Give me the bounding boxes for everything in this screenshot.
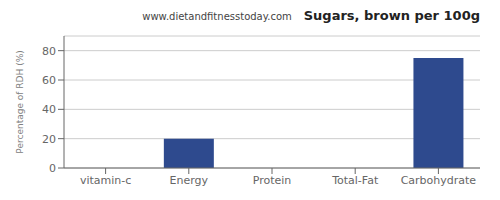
- html-text:Sugars, brown per 100g: Sugars, brown per 100g: [303, 8, 480, 23]
- svg-text:Energy: Energy: [170, 174, 209, 187]
- svg-text:Total-Fat: Total-Fat: [331, 174, 379, 187]
- html-text:www.dietandfitnesstoday.com: www.dietandfitnesstoday.com: [142, 11, 292, 22]
- svg-text:Percentage of RDH (%): Percentage of RDH (%): [15, 50, 25, 153]
- svg-text:Protein: Protein: [253, 174, 292, 187]
- svg-text:vitamin-c: vitamin-c: [80, 174, 131, 187]
- svg-text:40: 40: [42, 103, 56, 116]
- svg-text:Carbohydrate: Carbohydrate: [401, 174, 477, 187]
- svg-text:0: 0: [49, 162, 56, 175]
- svg-text:60: 60: [42, 74, 56, 87]
- svg-text:80: 80: [42, 45, 56, 58]
- svg-text:20: 20: [42, 133, 56, 146]
